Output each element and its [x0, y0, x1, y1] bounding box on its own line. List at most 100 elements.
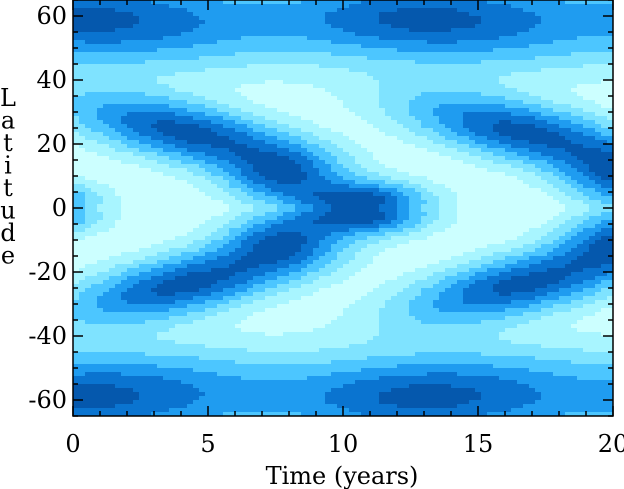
heatmap-cell: [265, 208, 272, 213]
heatmap-cell: [277, 156, 284, 161]
heatmap-cell: [127, 4, 134, 9]
heatmap-cell: [397, 24, 404, 29]
heatmap-cell: [319, 88, 326, 93]
heatmap-cell: [493, 204, 500, 209]
heatmap-cell: [385, 104, 392, 109]
heatmap-cell: [181, 56, 188, 61]
heatmap-cell: [307, 108, 314, 113]
heatmap-cell: [289, 188, 296, 193]
heatmap-cell: [91, 208, 98, 213]
heatmap-cell: [301, 176, 308, 181]
heatmap-cell: [367, 96, 374, 101]
heatmap-cell: [337, 216, 344, 221]
heatmap-cell: [427, 200, 434, 205]
heatmap-cell: [331, 160, 338, 165]
heatmap-cell: [169, 136, 176, 141]
heatmap-cell: [205, 100, 212, 105]
heatmap-cell: [343, 112, 350, 117]
heatmap-cell: [127, 44, 134, 49]
heatmap-cell: [97, 72, 104, 77]
heatmap-cell: [469, 28, 476, 33]
heatmap-cell: [493, 32, 500, 37]
heatmap-cell: [529, 60, 536, 65]
heatmap-cell: [565, 192, 572, 197]
heatmap-cell: [505, 204, 512, 209]
heatmap-cell: [391, 172, 398, 177]
heatmap-cell: [469, 200, 476, 205]
heatmap-cell: [139, 156, 146, 161]
heatmap-cell: [565, 68, 572, 73]
heatmap-cell: [343, 164, 350, 169]
heatmap-cell: [283, 144, 290, 149]
heatmap-cell: [313, 48, 320, 53]
heatmap-cell: [211, 124, 218, 129]
heatmap-cell: [595, 156, 602, 161]
heatmap-cell: [313, 12, 320, 17]
heatmap-cell: [145, 56, 152, 61]
heatmap-cell: [283, 100, 290, 105]
heatmap-cell: [391, 24, 398, 29]
heatmap-cell: [313, 108, 320, 113]
heatmap-cell: [133, 48, 140, 53]
heatmap-cell: [313, 76, 320, 81]
heatmap-cell: [193, 28, 200, 33]
heatmap-cell: [493, 76, 500, 81]
heatmap-cell: [469, 108, 476, 113]
heatmap-cell: [313, 112, 320, 117]
heatmap-cell: [271, 168, 278, 173]
heatmap-cell: [109, 176, 116, 181]
heatmap-cell: [211, 140, 218, 145]
heatmap-cell: [187, 168, 194, 173]
heatmap-cell: [247, 108, 254, 113]
heatmap-cell: [229, 208, 236, 213]
heatmap-cell: [223, 144, 230, 149]
heatmap-cell: [607, 56, 613, 61]
heatmap-cell: [277, 12, 284, 17]
heatmap-cell: [73, 0, 80, 5]
heatmap-cell: [73, 156, 80, 161]
heatmap-cell: [499, 92, 506, 97]
heatmap-cell: [97, 52, 104, 57]
heatmap-cell: [319, 184, 326, 189]
heatmap-cell: [277, 92, 284, 97]
heatmap-cell: [211, 212, 218, 217]
heatmap-cell: [469, 124, 476, 129]
heatmap-cell: [565, 60, 572, 65]
heatmap-cell: [559, 216, 566, 221]
heatmap-cell: [223, 192, 230, 197]
heatmap-cell: [385, 12, 392, 17]
heatmap-cell: [193, 140, 200, 145]
heatmap-cell: [103, 80, 110, 85]
heatmap-cell: [349, 164, 356, 169]
heatmap-cell: [367, 52, 374, 57]
heatmap-cell: [331, 180, 338, 185]
heatmap-cell: [199, 160, 206, 165]
heatmap-cell: [397, 164, 404, 169]
heatmap-cell: [277, 124, 284, 129]
heatmap-cell: [535, 148, 542, 153]
heatmap-cell: [427, 52, 434, 57]
heatmap-cell: [331, 72, 338, 77]
heatmap-cell: [565, 12, 572, 17]
heatmap-cell: [541, 40, 548, 45]
heatmap-cell: [565, 168, 572, 173]
heatmap-cell: [595, 208, 602, 213]
heatmap-cell: [85, 72, 92, 77]
heatmap-cell: [421, 28, 428, 33]
heatmap-cell: [85, 12, 92, 17]
heatmap-cell: [469, 104, 476, 109]
heatmap-cell: [259, 140, 266, 145]
heatmap-cell: [571, 0, 578, 5]
heatmap-cell: [253, 68, 260, 73]
heatmap-cell: [109, 32, 116, 37]
heatmap-cell: [217, 40, 224, 45]
heatmap-cell: [589, 40, 596, 45]
heatmap-cell: [271, 4, 278, 9]
heatmap-cell: [577, 104, 584, 109]
heatmap-cell: [595, 100, 602, 105]
heatmap-cell: [109, 216, 116, 221]
heatmap-cell: [529, 12, 536, 17]
heatmap-cell: [97, 84, 104, 89]
heatmap-cell: [331, 92, 338, 97]
heatmap-cell: [505, 48, 512, 53]
